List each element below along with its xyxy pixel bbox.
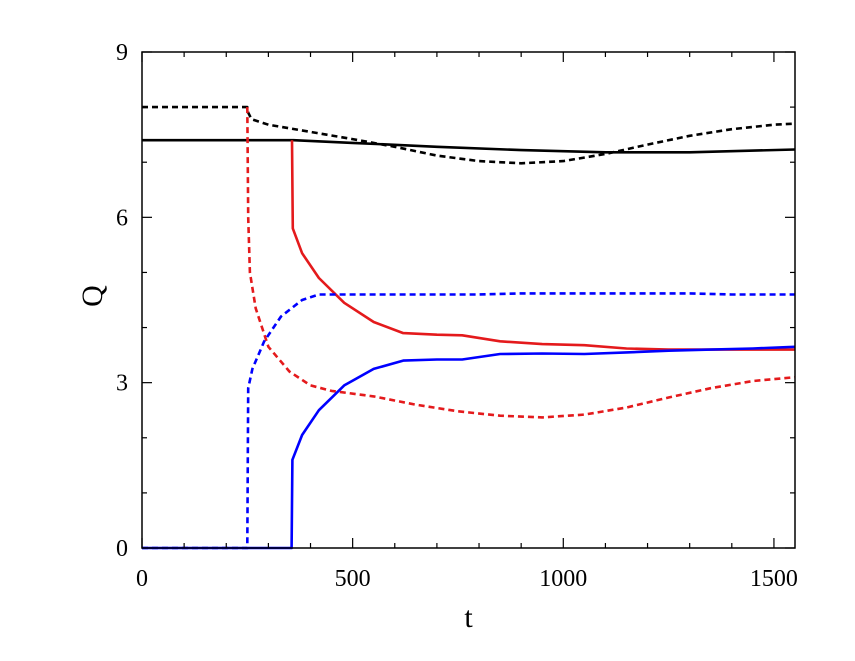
series-line-5 xyxy=(142,345,796,550)
plot-frame xyxy=(141,51,796,549)
y-tick-label: 0 xyxy=(116,536,128,562)
x-axis-title: t xyxy=(464,601,473,634)
series-line-2 xyxy=(142,105,796,165)
y-tick-label: 3 xyxy=(116,371,128,397)
y-axis-title: Q xyxy=(76,285,109,307)
series-line-1 xyxy=(142,138,796,154)
x-tick-label: 1500 xyxy=(750,566,798,592)
series-line-3 xyxy=(290,140,795,351)
y-tick-label: 9 xyxy=(116,40,128,66)
series-layer xyxy=(142,105,796,550)
x-tick-label: 500 xyxy=(335,566,371,592)
x-tick-label: 1000 xyxy=(539,566,587,592)
y-tick-label: 6 xyxy=(116,205,128,231)
series-line-4 xyxy=(246,107,796,419)
tick-layer: 0 500 1000 1500 0 3 6 9 xyxy=(116,40,798,592)
series-line-6 xyxy=(142,292,795,550)
x-tick-label: 0 xyxy=(136,566,148,592)
